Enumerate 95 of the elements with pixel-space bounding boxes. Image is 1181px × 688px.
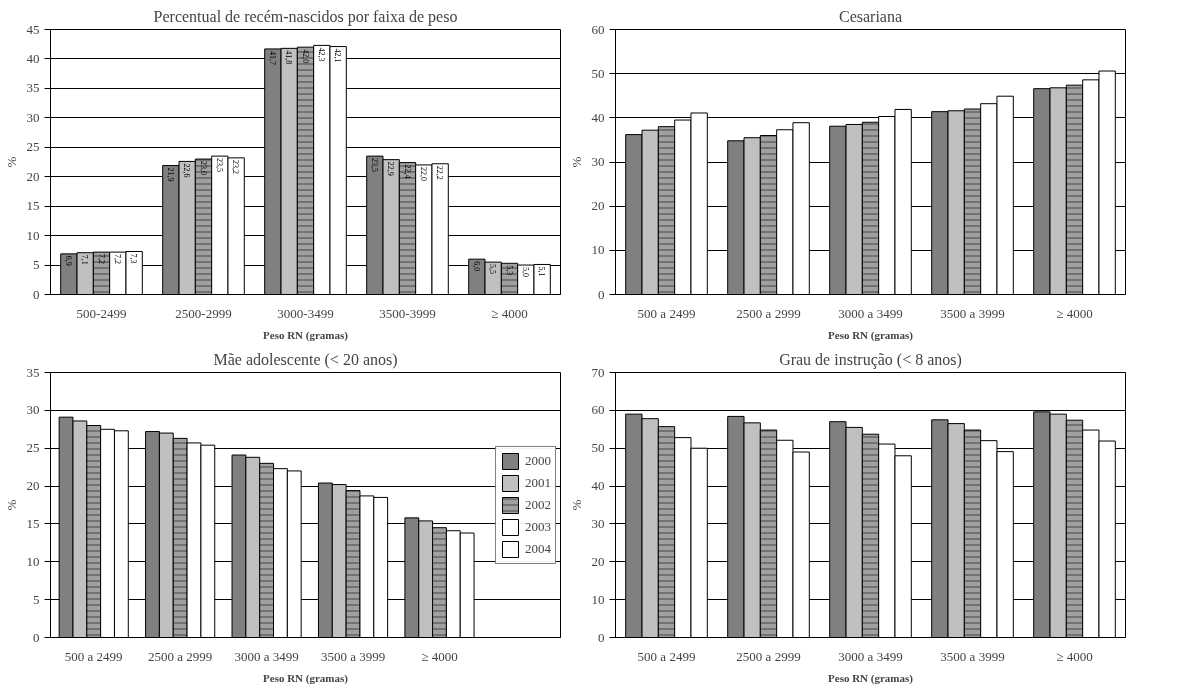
data-label: 7,3: [129, 253, 139, 264]
y-tick-label: 40: [591, 109, 605, 125]
x-tick-label: 3000 a 3499: [838, 648, 903, 664]
x-tick-label: 2500 a 2999: [148, 648, 213, 664]
y-tick-label: 15: [26, 198, 40, 214]
y-tick-label: 5: [33, 591, 40, 607]
x-axis-title: Peso RN (gramas): [263, 671, 349, 685]
data-label: 5,5: [488, 264, 498, 275]
data-label: 5,1: [537, 266, 547, 277]
y-tick-label: 40: [26, 50, 40, 66]
y-tick-label: 60: [591, 402, 605, 418]
x-tick-label: 500-2499: [76, 305, 127, 321]
data-label: 23,0: [198, 161, 208, 176]
x-tick-label: 3500 a 3999: [320, 648, 386, 664]
x-tick-label: 2500 a 2999: [736, 305, 801, 321]
x-tick-label: 3000 a 3499: [838, 305, 903, 321]
data-label: 23,5: [214, 158, 224, 173]
data-label: 21,9: [165, 167, 175, 182]
data-label: 22,2: [435, 165, 445, 180]
data-label: 22,9: [386, 161, 396, 176]
y-tick-label: 30: [591, 154, 605, 169]
legend-label: 2000: [525, 452, 551, 469]
y-axis-title: %: [3, 156, 19, 168]
x-tick-label: 500 a 2499: [637, 648, 696, 664]
y-tick-label: 45: [26, 21, 40, 37]
y-tick-label: 70: [591, 364, 605, 380]
y-tick-label: 0: [598, 629, 605, 645]
y-tick-label: 10: [591, 591, 605, 607]
legend-label: 2003: [525, 518, 551, 535]
x-tick-label: ≥ 4000: [1056, 305, 1093, 321]
y-tick-label: 50: [591, 440, 605, 456]
x-axis-title: Peso RN (gramas): [828, 328, 914, 342]
y-tick-label: 20: [591, 198, 605, 214]
chart-title: Percentual de recém-nascidos por faixa de peso: [153, 7, 458, 26]
chart-title: Grau de instrução (< 8 anos): [779, 350, 962, 369]
y-tick-label: 25: [26, 139, 40, 155]
x-axis-title: Peso RN (gramas): [263, 328, 349, 342]
y-tick-label: 35: [26, 80, 40, 96]
y-axis-title: %: [568, 156, 584, 168]
y-tick-label: 0: [33, 629, 40, 645]
data-label: 7,2: [96, 254, 106, 265]
y-tick-label: 0: [598, 286, 605, 302]
x-tick-label: 3500 a 3999: [940, 648, 1005, 664]
x-tick-label: 3500 a 3999: [940, 305, 1005, 321]
y-tick-label: 40: [591, 478, 605, 494]
data-label: 7,1: [80, 254, 90, 265]
data-label: 22,0: [418, 166, 428, 181]
legend-label: 2002: [525, 496, 551, 513]
y-tick-label: 20: [26, 478, 40, 494]
x-tick-label: ≥ 4000: [491, 305, 528, 321]
x-tick-label: 3000-3499: [277, 305, 334, 321]
chart-title: Cesariana: [838, 7, 903, 25]
chart-title: Mãe adolescente (< 20 anos): [213, 350, 398, 369]
data-label: 42,3: [316, 47, 326, 62]
x-tick-label: ≥ 4000: [421, 648, 458, 664]
x-tick-label: 500 a 2499: [637, 305, 696, 321]
data-label: 41,8: [284, 50, 294, 65]
y-tick-label: 10: [26, 227, 40, 243]
y-tick-label: 60: [591, 21, 605, 37]
y-tick-label: 10: [26, 553, 40, 569]
y-tick-label: 10: [591, 242, 605, 258]
data-label: 7,2: [112, 254, 122, 265]
data-label: 41,7: [267, 50, 277, 65]
y-tick-label: 20: [26, 168, 40, 184]
data-label: 42,1: [333, 48, 343, 63]
y-axis-title: %: [3, 499, 19, 511]
data-label: 23,5: [369, 158, 379, 173]
legend-label: 2001: [525, 474, 551, 491]
y-tick-label: 30: [26, 402, 40, 418]
y-tick-label: 35: [26, 364, 40, 380]
data-label: 5,0: [520, 267, 530, 278]
x-tick-label: 3500-3999: [379, 305, 436, 321]
x-tick-label: ≥ 4000: [1056, 648, 1093, 664]
y-tick-label: 20: [591, 553, 605, 569]
x-tick-label: 2500-2999: [175, 305, 232, 321]
x-axis-title: Peso RN (gramas): [828, 671, 914, 685]
y-tick-label: 5: [33, 257, 40, 273]
y-tick-label: 15: [26, 515, 40, 531]
data-label: 22,6: [182, 163, 192, 178]
data-label: 23,2: [231, 159, 241, 174]
y-axis-title: %: [568, 499, 584, 511]
y-tick-label: 25: [26, 440, 40, 456]
y-tick-label: 50: [591, 65, 605, 81]
x-tick-label: 3000 a 3499: [234, 648, 299, 664]
data-label: 5,3: [504, 265, 514, 276]
data-label: 22,4: [402, 164, 412, 179]
x-tick-label: 500 a 2499: [64, 648, 123, 664]
data-label: 6,0: [471, 261, 481, 272]
y-tick-label: 0: [33, 286, 40, 302]
x-tick-label: 2500 a 2999: [736, 648, 801, 664]
y-tick-label: 30: [591, 515, 605, 531]
legend-label: 2004: [525, 540, 551, 557]
data-label: 42,0: [300, 49, 310, 64]
y-tick-label: 30: [26, 109, 40, 125]
data-label: 6,9: [63, 255, 73, 266]
